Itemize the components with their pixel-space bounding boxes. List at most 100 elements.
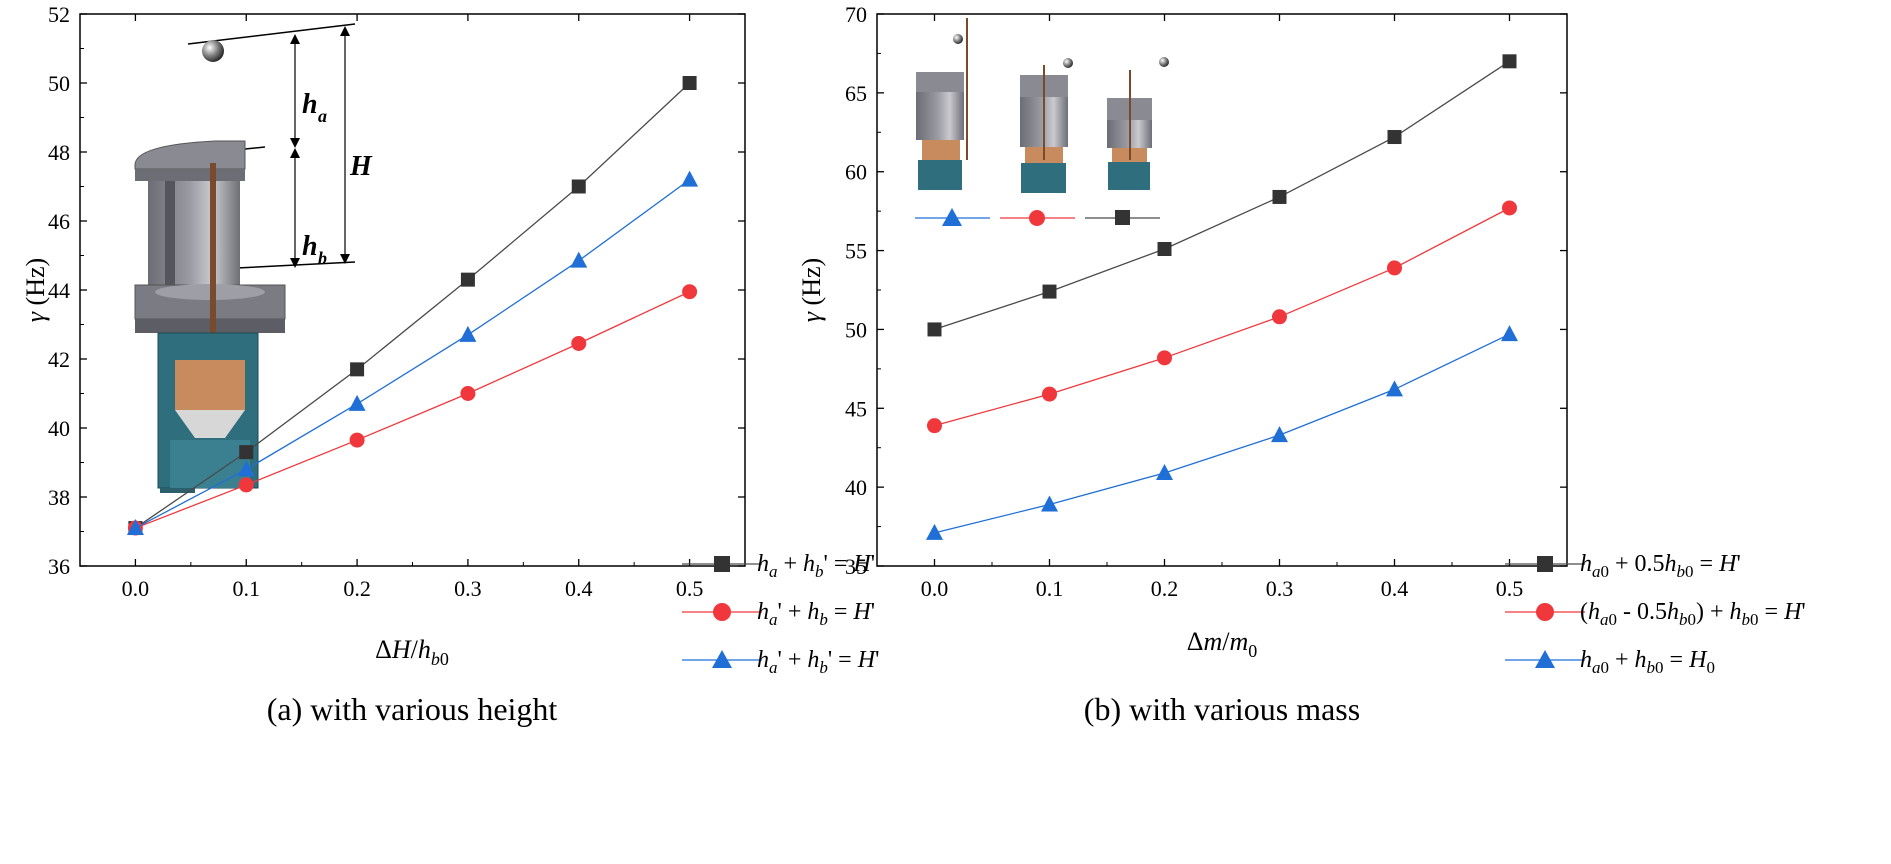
data-point-a-2-4	[571, 335, 587, 351]
device-illustration-a	[134, 23, 356, 493]
dim-label-ha: h	[302, 89, 318, 120]
data-point-b-2-4	[1387, 260, 1402, 276]
y-tick-label-a-1: 38	[48, 485, 70, 510]
data-point-a-1-3	[460, 272, 475, 287]
data-point-b-1-3	[1272, 189, 1287, 204]
x-tick-label-b-1: 0.1	[1036, 576, 1064, 601]
data-point-a-1-4	[571, 179, 586, 194]
data-point-b-3-3	[1271, 426, 1288, 443]
data-point-a-2-3	[460, 386, 476, 401]
x-tick-label-a-5: 0.5	[676, 576, 704, 601]
data-point-b-2-0	[927, 418, 942, 434]
data-point-b-1-2	[1157, 241, 1172, 256]
x-tick-label-b-5: 0.5	[1496, 576, 1524, 601]
data-point-a-3-5	[681, 170, 699, 187]
series-line-b-1	[934, 60, 1510, 331]
legend-item-b-2: (ha0 - 0.5hb0) + hb0 = H'	[1505, 599, 1806, 629]
panel-a-ylabel: γ (Hz)	[21, 258, 50, 322]
legend-label-a-3: ha' + hb' = H'	[757, 647, 879, 677]
panel-b: 0.0 0.1 0.2 0.3 0.4 0.5 35 40 45 50 55 60 65 70	[797, 2, 1806, 727]
y-tick-label-b-3: 50	[845, 317, 867, 342]
x-tick-label-a-0: 0.0	[122, 576, 150, 601]
dim-label-ha-sub: a	[318, 106, 327, 126]
data-point-a-1-1	[239, 445, 254, 460]
panel-a-grid-ticks: 0.0 0.1 0.2 0.3 0.4 0.5 36 38 40 42 44 46 48 50 52	[48, 2, 745, 601]
x-tick-label-b-3: 0.3	[1266, 576, 1294, 601]
y-tick-label-b-1: 40	[845, 475, 867, 500]
dim-label-hb-sub: b	[318, 248, 327, 268]
data-point-a-2-5	[682, 284, 698, 300]
data-point-b-3-2	[1156, 463, 1173, 480]
legend-label-a-1: ha + hb' = H'	[757, 551, 875, 581]
x-tick-label-a-3: 0.3	[454, 576, 482, 601]
data-point-b-3-5	[1501, 325, 1518, 342]
data-point-b-2-3	[1272, 309, 1287, 325]
data-point-a-2-1	[238, 477, 254, 493]
y-tick-label-b-4: 55	[845, 239, 867, 264]
data-point-b-1-0	[927, 322, 942, 337]
y-tick-label-a-6: 48	[48, 140, 70, 165]
data-point-b-1-5	[1502, 54, 1517, 69]
series-line-b-2	[934, 207, 1510, 427]
panel-b-legend: ha0 + 0.5hb0 = H' (ha0 - 0.5hb0) + hb0 =…	[1505, 551, 1806, 677]
data-point-b-3-1	[1041, 495, 1058, 512]
data-point-a-2-2	[349, 432, 365, 448]
legend-item-a-2: ha' + hb = H'	[682, 599, 875, 629]
x-tick-label-a-2: 0.2	[343, 576, 371, 601]
panel-b-plot-frame	[876, 13, 1568, 567]
data-point-b-3-4	[1386, 380, 1403, 397]
legend-label-b-2: (ha0 - 0.5hb0) + hb0 = H'	[1580, 599, 1806, 629]
legend-item-b-3: ha0 + hb0 = H0	[1505, 647, 1715, 677]
data-point-b-1-4	[1387, 130, 1402, 145]
legend-item-b-1: ha0 + 0.5hb0 = H'	[1505, 551, 1741, 581]
y-tick-label-a-7: 50	[48, 71, 70, 96]
panel-b-xlabel: Δm/m0	[1187, 627, 1258, 661]
panel-a-xlabel: ΔH/hb0	[375, 635, 449, 669]
panel-a-legend: ha + hb' = H' ha' + hb = H' ha' + hb' = …	[682, 551, 879, 677]
legend-label-a-2: ha' + hb = H'	[757, 599, 875, 629]
data-point-a-3-1	[237, 460, 255, 477]
y-tick-label-b-2: 45	[845, 396, 867, 421]
x-tick-label-a-1: 0.1	[233, 576, 261, 601]
legend-item-a-3: ha' + hb' = H'	[682, 647, 879, 677]
series-line-a-2	[135, 291, 690, 529]
panel-a-series	[126, 76, 699, 536]
panel-b-ylabel: γ (Hz)	[797, 258, 826, 322]
y-tick-label-a-0: 36	[48, 554, 70, 579]
device-illustrations-b	[915, 18, 1169, 226]
x-tick-label-b-4: 0.4	[1381, 576, 1409, 601]
legend-label-b-3: ha0 + hb0 = H0	[1580, 647, 1715, 677]
y-tick-label-a-8: 52	[48, 2, 70, 27]
data-point-b-2-1	[1042, 386, 1057, 402]
dim-label-H: H	[349, 151, 373, 182]
y-tick-label-b-5: 60	[845, 160, 867, 185]
panel-b-series	[926, 54, 1518, 540]
data-point-b-3-0	[926, 523, 943, 540]
data-point-a-3-3	[459, 325, 477, 342]
y-tick-label-b-7: 70	[845, 2, 867, 27]
series-line-a-1	[135, 82, 691, 529]
panel-a-plot-frame	[79, 13, 746, 567]
data-point-a-1-2	[350, 362, 365, 377]
dim-label-hb: h	[302, 231, 318, 262]
x-tick-label-b-0: 0.0	[921, 576, 949, 601]
y-tick-label-b-0: 35	[845, 554, 867, 579]
data-point-b-2-2	[1157, 350, 1172, 366]
y-tick-label-a-3: 42	[48, 347, 70, 372]
legend-item-a-1: ha + hb' = H'	[682, 551, 875, 581]
panel-a: 0.0 0.1 0.2 0.3 0.4 0.5 36 38 40 42 44 46 48 50 52	[21, 2, 879, 727]
series-line-b-3	[934, 333, 1510, 534]
series-line-a-3	[135, 179, 690, 529]
y-tick-label-b-6: 65	[845, 81, 867, 106]
data-point-a-3-2	[348, 394, 366, 411]
y-tick-label-a-2: 40	[48, 416, 70, 441]
panel-a-caption: (a) with various height	[267, 691, 558, 727]
panel-b-caption: (b) with various mass	[1084, 691, 1360, 727]
panel-b-grid-ticks: 0.0 0.1 0.2 0.3 0.4 0.5 35 40 45 50 55 60 65 70	[845, 2, 1567, 601]
data-point-a-3-0	[126, 519, 144, 536]
data-point-a-1-5	[682, 76, 697, 90]
x-tick-label-a-4: 0.4	[565, 576, 593, 601]
y-tick-label-a-4: 44	[48, 278, 70, 303]
data-point-b-2-5	[1502, 200, 1517, 216]
